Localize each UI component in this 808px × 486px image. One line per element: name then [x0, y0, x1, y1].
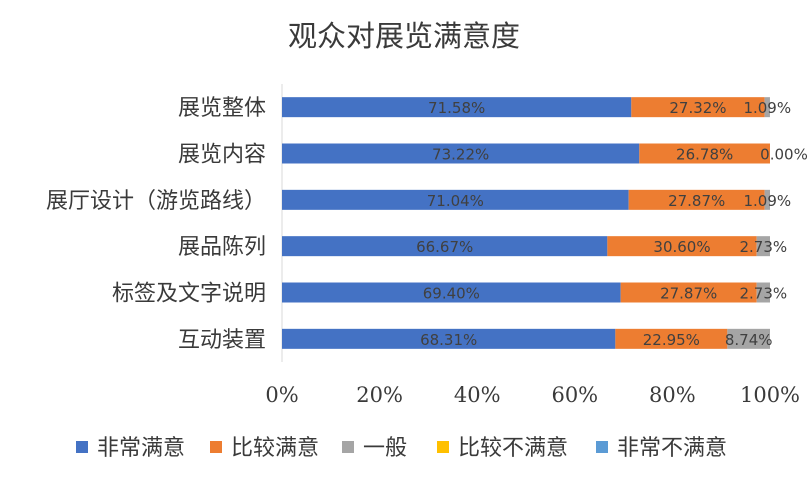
legend-swatch	[596, 441, 608, 453]
x-tick-label: 40%	[454, 383, 501, 407]
data-label: 26.78%	[676, 146, 733, 164]
legend-swatch	[76, 441, 88, 453]
legend-swatch	[210, 441, 222, 453]
x-tick-label: 60%	[551, 383, 598, 407]
plot-area: 展览整体 71.58% 27.32% 1.09% 展览内容 73.22% 26.78% 0.0…	[46, 84, 808, 407]
category-label: 互动装置	[178, 328, 266, 353]
x-tick-label: 0%	[265, 383, 298, 407]
bar-segment	[639, 143, 770, 164]
data-label: 22.95%	[643, 331, 700, 349]
bar-segment	[727, 328, 770, 349]
bar-segment	[628, 189, 765, 210]
bar-segment	[631, 97, 765, 118]
bar-segment	[282, 97, 632, 118]
chart-title: 观众对展览满意度	[288, 19, 520, 53]
bar-segment	[764, 97, 770, 118]
legend-label: 非常满意	[97, 436, 185, 461]
data-label: 66.67%	[416, 238, 473, 256]
bar-segment	[282, 236, 608, 257]
legend-label: 比较不满意	[458, 436, 568, 461]
bar-segment	[615, 328, 728, 349]
data-label: 73.22%	[432, 146, 489, 164]
data-label: 71.04%	[427, 192, 484, 210]
category-label: 展览内容	[178, 143, 266, 168]
category-label: 展览整体	[178, 96, 266, 121]
data-label: 69.40%	[423, 285, 480, 303]
bar-segment	[620, 282, 757, 303]
bar-segment	[607, 236, 757, 257]
bar-segment	[764, 189, 770, 210]
data-label: 8.74%	[725, 331, 773, 349]
x-tick-label: 80%	[649, 383, 696, 407]
data-label: 0.00%	[760, 146, 808, 164]
bar-segment	[282, 282, 621, 303]
bar-segment	[282, 143, 640, 164]
data-label: 27.32%	[669, 99, 726, 117]
bar-segment	[756, 282, 770, 303]
data-label: 1.09%	[744, 192, 792, 210]
data-label: 27.87%	[668, 192, 725, 210]
data-label: 71.58%	[428, 99, 485, 117]
legend: 非常满意 比较满意 一般 比较不满意 非常不满意	[76, 436, 727, 461]
category-label: 标签及文字说明	[112, 282, 266, 307]
legend-label: 一般	[363, 436, 407, 461]
legend-label: 比较满意	[231, 436, 319, 461]
data-label: 27.87%	[660, 285, 717, 303]
x-tick-label: 100%	[740, 383, 800, 407]
data-label: 2.73%	[740, 285, 788, 303]
legend-label: 非常不满意	[617, 436, 727, 461]
data-label: 1.09%	[743, 99, 791, 117]
category-label: 展品陈列	[178, 235, 266, 260]
bar-segment	[282, 328, 616, 349]
x-tick-label: 20%	[356, 383, 403, 407]
data-label: 68.31%	[420, 331, 477, 349]
bar-segment	[282, 189, 629, 210]
category-label: 展厅设计（游览路线）	[46, 189, 266, 214]
legend-swatch	[342, 441, 354, 453]
data-label: 30.60%	[653, 238, 710, 256]
data-label: 2.73%	[740, 238, 788, 256]
bar-segment	[756, 236, 770, 257]
legend-swatch	[437, 441, 449, 453]
